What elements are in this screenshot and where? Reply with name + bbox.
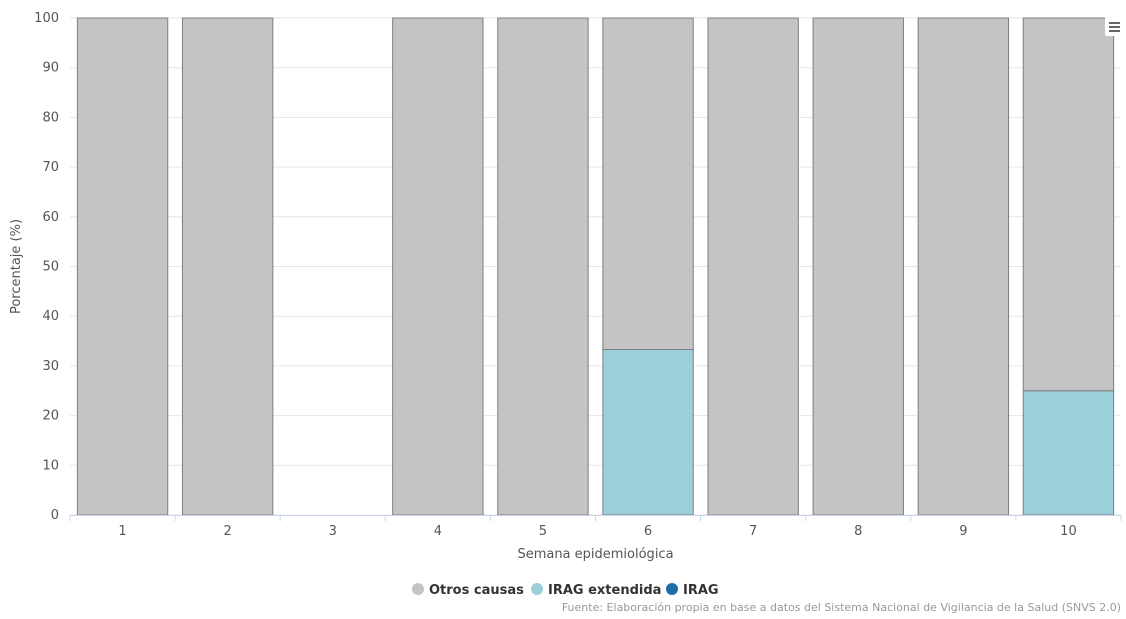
x-tick-label: 6 [644,524,652,539]
bar-segment[interactable] [602,17,694,350]
y-tick-label: 90 [42,61,59,76]
bar-segment[interactable] [707,17,799,516]
y-tick-label: 20 [42,409,59,424]
y-tick-label: 0 [51,508,59,523]
x-tick-label: 7 [749,524,757,539]
x-axis-title: Semana epidemiológica [517,547,673,562]
legend-item[interactable]: IRAG [666,583,719,598]
x-axis-ticks: 1 2 3 4 5 6 7 8 9 10 [69,515,1122,539]
x-tick-label: 1 [118,524,126,539]
legend-label: IRAG extendida [548,583,661,598]
y-axis-ticks: 0 10 20 30 40 50 60 70 80 90 100 [34,11,59,523]
y-axis-title: Porcentaje (%) [9,219,24,314]
x-tick-label: 10 [1060,524,1077,539]
y-tick-label: 40 [42,309,59,324]
y-tick-label: 70 [42,160,59,175]
bar-segment[interactable] [497,17,589,516]
bar-segment[interactable] [602,348,694,516]
bars [76,17,1115,516]
legend-label: Otros causas [429,583,524,598]
x-tick-label: 2 [224,524,232,539]
y-tick-label: 80 [42,110,59,125]
legend-marker [531,583,543,595]
bar-segment[interactable] [181,17,274,516]
bar-segment[interactable] [1022,17,1115,392]
legend-marker [666,583,678,595]
y-tick-label: 10 [42,458,59,473]
y-tick-label: 30 [42,359,59,374]
legend-item[interactable]: IRAG extendida [531,583,661,598]
x-tick-label: 9 [959,524,967,539]
y-tick-label: 50 [42,260,59,275]
x-tick-label: 3 [329,524,337,539]
y-tick-label: 100 [34,11,59,26]
legend-label: IRAG [683,583,719,598]
bar-segment[interactable] [812,17,904,516]
bar-segment[interactable] [1022,390,1115,516]
x-tick-label: 4 [434,524,442,539]
bar-segment[interactable] [76,17,169,516]
legend-item[interactable]: Otros causas [412,583,524,598]
bar-segment[interactable] [917,17,1010,516]
legend-marker [412,583,424,595]
legend: Otros causas IRAG extendida IRAG [412,583,719,598]
x-tick-label: 5 [539,524,547,539]
credits-text: Fuente: Elaboración propia en base a dat… [562,601,1121,614]
bar-segment[interactable] [392,17,484,516]
y-tick-label: 60 [42,210,59,225]
hamburger-menu-icon[interactable] [1105,17,1124,36]
x-tick-label: 8 [854,524,862,539]
